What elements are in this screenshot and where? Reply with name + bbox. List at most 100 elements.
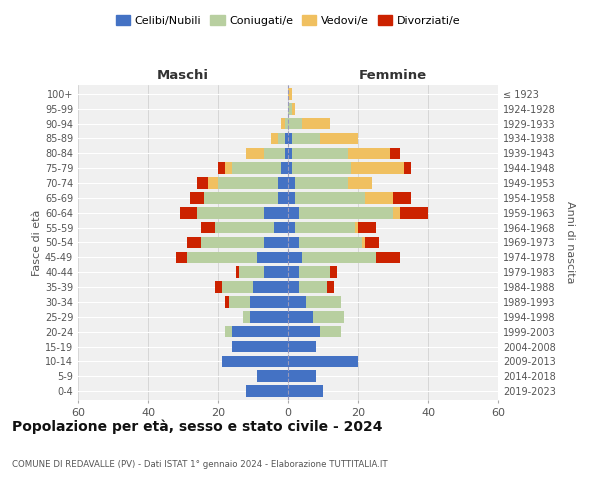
Y-axis label: Fasce di età: Fasce di età (32, 210, 42, 276)
Bar (277, 192, 288, 203)
Bar (176, 252, 187, 263)
Bar (302, 252, 376, 263)
Bar (288, 356, 358, 367)
Bar (263, 148, 284, 159)
Bar (190, 192, 204, 203)
Bar (299, 207, 393, 218)
Bar (292, 162, 351, 174)
Bar (187, 252, 257, 263)
Bar (221, 356, 288, 367)
Bar (204, 192, 277, 203)
Bar (284, 148, 288, 159)
Bar (313, 311, 344, 322)
Bar (221, 282, 253, 293)
Bar (393, 207, 400, 218)
Bar (232, 340, 288, 352)
Bar (271, 132, 277, 144)
Bar (277, 132, 284, 144)
Bar (215, 222, 274, 234)
Bar (295, 222, 355, 234)
Bar (263, 266, 288, 278)
Bar (299, 236, 361, 248)
Bar (288, 340, 316, 352)
Bar (246, 148, 263, 159)
Bar (292, 132, 320, 144)
Bar (225, 296, 229, 308)
Bar (288, 236, 299, 248)
Bar (351, 162, 404, 174)
Bar (274, 222, 288, 234)
Bar (197, 207, 263, 218)
Bar (320, 132, 358, 144)
Bar (288, 148, 292, 159)
Bar (295, 178, 347, 189)
Bar (299, 282, 326, 293)
Bar (320, 326, 341, 338)
Bar (288, 222, 295, 234)
Bar (229, 296, 250, 308)
Bar (299, 266, 330, 278)
Bar (326, 282, 334, 293)
Bar (179, 207, 197, 218)
Bar (288, 266, 299, 278)
Bar (239, 266, 263, 278)
Bar (257, 252, 288, 263)
Bar (330, 266, 337, 278)
Bar (218, 178, 277, 189)
Bar (263, 207, 288, 218)
Bar (225, 162, 232, 174)
Y-axis label: Anni di nascita: Anni di nascita (565, 201, 575, 284)
Bar (365, 192, 393, 203)
Bar (389, 148, 400, 159)
Bar (361, 236, 365, 248)
Bar (358, 222, 376, 234)
Bar (197, 178, 208, 189)
Bar (292, 148, 347, 159)
Bar (288, 162, 292, 174)
Text: Popolazione per età, sesso e stato civile - 2024: Popolazione per età, sesso e stato civil… (12, 420, 383, 434)
Bar (218, 162, 225, 174)
Bar (288, 311, 313, 322)
Bar (404, 162, 410, 174)
Bar (288, 370, 316, 382)
Bar (295, 192, 365, 203)
Bar (347, 178, 372, 189)
Bar (257, 370, 288, 382)
Bar (302, 118, 330, 130)
Bar (288, 103, 292, 115)
Bar (242, 311, 250, 322)
Bar (393, 192, 410, 203)
Bar (288, 296, 305, 308)
Bar (400, 207, 428, 218)
Bar (288, 178, 295, 189)
Bar (288, 132, 292, 144)
Bar (305, 296, 341, 308)
Bar (288, 192, 295, 203)
Bar (281, 162, 288, 174)
Bar (277, 178, 288, 189)
Bar (200, 222, 215, 234)
Bar (365, 236, 379, 248)
Bar (284, 118, 288, 130)
Text: COMUNE DI REDAVALLE (PV) - Dati ISTAT 1° gennaio 2024 - Elaborazione TUTTITALIA.: COMUNE DI REDAVALLE (PV) - Dati ISTAT 1°… (12, 460, 388, 469)
Bar (200, 236, 263, 248)
Bar (355, 222, 358, 234)
Bar (288, 88, 292, 100)
Bar (250, 311, 288, 322)
Text: Femmine: Femmine (359, 69, 427, 82)
Bar (253, 282, 288, 293)
Bar (215, 282, 221, 293)
Bar (281, 118, 284, 130)
Bar (288, 118, 302, 130)
Bar (288, 282, 299, 293)
Bar (263, 236, 288, 248)
Text: Maschi: Maschi (157, 69, 209, 82)
Bar (250, 296, 288, 308)
Bar (235, 266, 239, 278)
Legend: Celibi/Nubili, Coniugati/e, Vedovi/e, Divorziati/e: Celibi/Nubili, Coniugati/e, Vedovi/e, Di… (112, 10, 464, 30)
Bar (347, 148, 389, 159)
Bar (232, 162, 281, 174)
Bar (288, 252, 302, 263)
Bar (225, 326, 232, 338)
Bar (288, 207, 299, 218)
